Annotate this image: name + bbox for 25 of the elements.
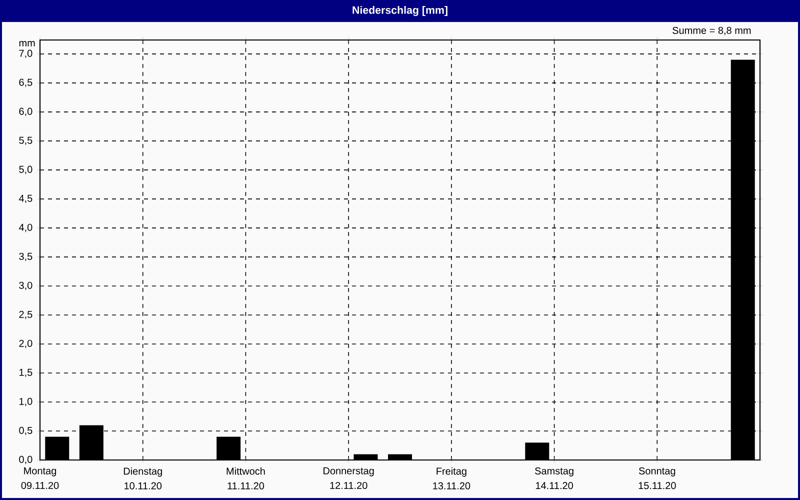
x-tick-label: Donnerstag 12.11.20 bbox=[324, 467, 374, 490]
y-tick-label: 3,0 bbox=[19, 282, 32, 290]
y-tick-label: 0,0 bbox=[19, 456, 32, 464]
x-tick-label: Samstag 14.11.20 bbox=[535, 467, 574, 490]
y-tick-label: 7,0 bbox=[19, 50, 32, 58]
y-tick-label: 2,5 bbox=[19, 310, 32, 320]
y-tick-label: 0,5 bbox=[19, 426, 32, 436]
text: Summe = 8,8 mm bbox=[672, 26, 751, 36]
x-tick-label: Sonntag 15.11.20 bbox=[638, 467, 676, 490]
y-tick-label: 5,5 bbox=[19, 136, 32, 146]
y-tick-label: 6,0 bbox=[19, 108, 32, 116]
x-tick-label: Mittwoch 11.11.20 bbox=[226, 467, 265, 490]
chart-title: Niederschlag [mm] bbox=[352, 6, 448, 16]
y-tick-label: 2,0 bbox=[19, 340, 32, 348]
y-tick-label: 1,0 bbox=[19, 398, 32, 406]
x-tick-label: Montag 09.11.20 bbox=[21, 467, 59, 490]
y-tick-label: 6,5 bbox=[19, 78, 32, 88]
y-tick-label: 5,0 bbox=[19, 166, 32, 174]
y-tick-label: 1,5 bbox=[19, 368, 32, 378]
y-tick-label: 4,0 bbox=[18, 224, 32, 232]
y-tick-label: 4,5 bbox=[18, 194, 32, 204]
y-tick-label: 3,5 bbox=[19, 252, 32, 262]
x-tick-label: Freitag 13.11.20 bbox=[433, 467, 470, 490]
y-axis-title: mm bbox=[19, 41, 35, 46]
x-tick-label: Dienstag 10.11.20 bbox=[124, 467, 162, 490]
